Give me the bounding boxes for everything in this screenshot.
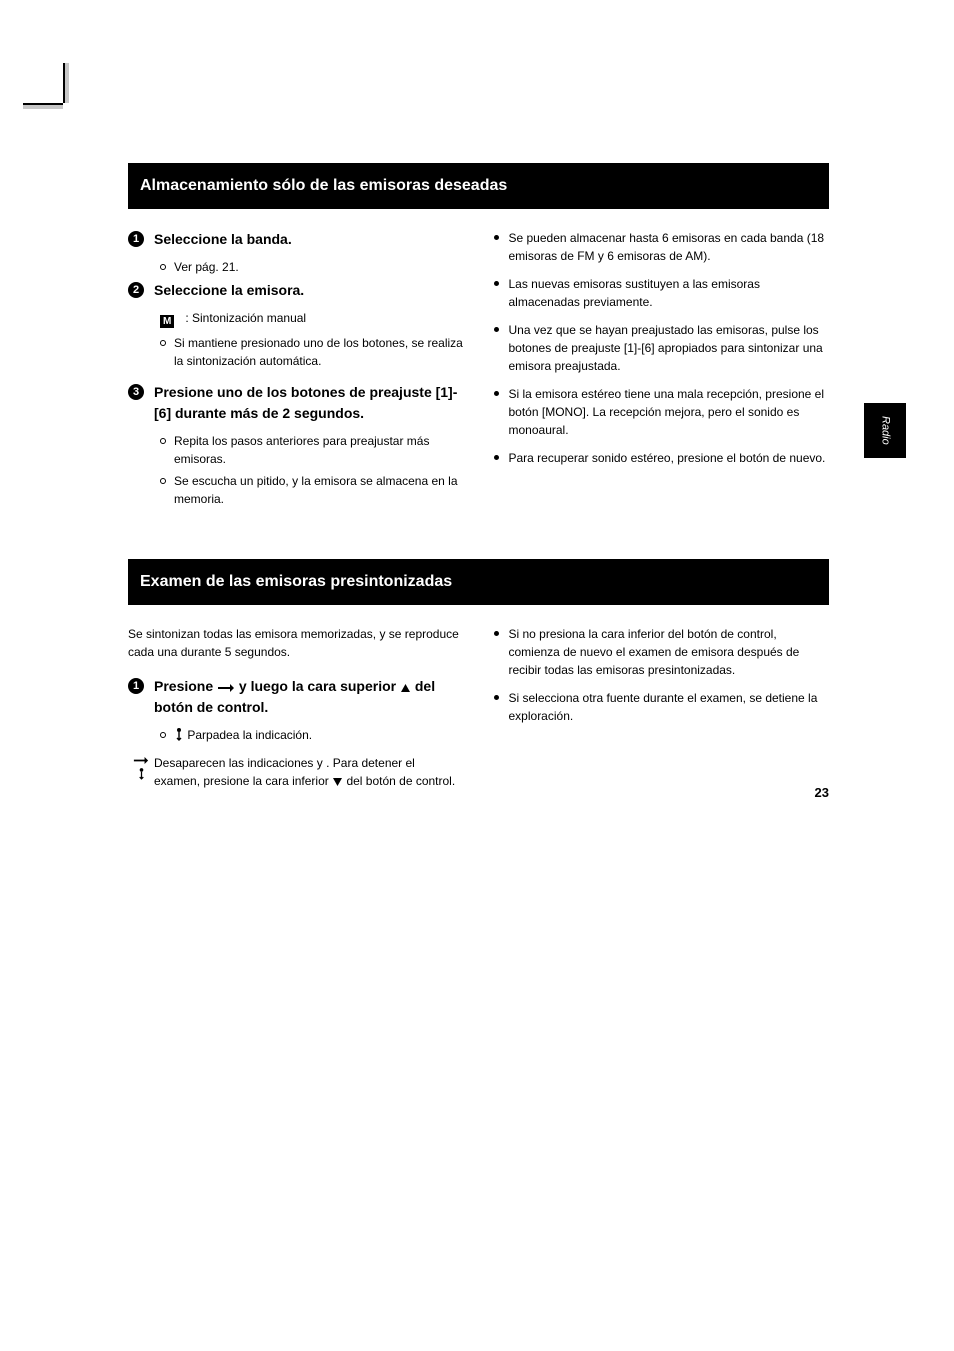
step-1-s2-followup: Desaparecen las indicaciones y . Para de…: [128, 754, 464, 790]
section-heading-2: Examen de las emisoras presintonizadas: [128, 559, 829, 605]
sub-item: Ver pág. 21.: [160, 258, 464, 276]
bullet-item: Para recuperar sonido estéreo, presione …: [494, 449, 830, 467]
bullet-dot-icon: [494, 695, 499, 700]
step-1-s2: 1 Presione y luego la cara superior del …: [128, 676, 464, 718]
m-badge-icon: M: [160, 315, 174, 328]
page-number: 23: [815, 783, 829, 803]
bullet-item: Si no presiona la cara inferior del botó…: [494, 625, 830, 679]
section1-left-col: 1 Seleccione la banda. Ver pág. 21. 2 Se…: [128, 229, 464, 512]
step-2: 2 Seleccione la emisora.: [128, 280, 464, 301]
step-text: Seleccione la emisora.: [154, 280, 464, 301]
bullet-dot-icon: [494, 281, 499, 286]
bullet-item: Si selecciona otra fuente durante el exa…: [494, 689, 830, 725]
scan-icon: [174, 727, 184, 741]
side-tab-label: Radio: [877, 416, 894, 445]
step-1-subs: Ver pág. 21.: [160, 258, 464, 276]
triangle-down-icon: [332, 777, 343, 787]
step-number-icon: 1: [128, 231, 144, 247]
hollow-bullet-icon: [160, 264, 166, 270]
section-heading-1: Almacenamiento sólo de las emisoras dese…: [128, 163, 829, 209]
hollow-bullet-icon: [160, 340, 166, 346]
arrow-right-icon: [217, 683, 235, 693]
side-tab-radio: Radio: [864, 403, 906, 458]
bullet-item: Las nuevas emisoras sustituyen a las emi…: [494, 275, 830, 311]
section1-columns: 1 Seleccione la banda. Ver pág. 21. 2 Se…: [128, 229, 829, 512]
bullet-item: Una vez que se hayan preajustado las emi…: [494, 321, 830, 375]
sub-item: Se escucha un pitido, y la emisora se al…: [160, 472, 464, 508]
step-text: Presione y luego la cara superior del bo…: [154, 676, 464, 718]
section1-right-col: Se pueden almacenar hasta 6 emisoras en …: [494, 229, 830, 512]
followup-text: Desaparecen las indicaciones y . Para de…: [154, 754, 464, 790]
sub-item: Parpadea la indicación.: [160, 726, 464, 744]
section2-intro: Se sintonizan todas las emisora memoriza…: [128, 625, 464, 661]
bullet-dot-icon: [494, 631, 499, 636]
bullet-item: Si la emisora estéreo tiene una mala rec…: [494, 385, 830, 439]
bullet-dot-icon: [494, 327, 499, 332]
step-text: Seleccione la banda.: [154, 229, 464, 250]
step-2-subs: M : Sintonización manual Si mantiene pre…: [160, 309, 464, 370]
bullet-item: Se pueden almacenar hasta 6 emisoras en …: [494, 229, 830, 265]
bullet-dot-icon: [494, 391, 499, 396]
arrow-right-icon: [133, 756, 149, 765]
bullet-dot-icon: [494, 235, 499, 240]
sub-item: M : Sintonización manual: [160, 309, 464, 330]
scan-icon: [137, 767, 146, 780]
sub-item: Repita los pasos anteriores para preajus…: [160, 432, 464, 468]
step-number-icon: 3: [128, 384, 144, 400]
step-number-icon: 2: [128, 282, 144, 298]
step-text: Presione uno de los botones de preajuste…: [154, 382, 464, 424]
step-number-icon: 1: [128, 678, 144, 694]
bullet-dot-icon: [494, 455, 499, 460]
section2-columns: Se sintonizan todas las emisora memoriza…: [128, 625, 829, 790]
hollow-bullet-icon: [160, 438, 166, 444]
page-content: Almacenamiento sólo de las emisoras dese…: [0, 0, 954, 790]
step-1: 1 Seleccione la banda.: [128, 229, 464, 250]
sub-item: Si mantiene presionado uno de los botone…: [160, 334, 464, 370]
section2-right-col: Si no presiona la cara inferior del botó…: [494, 625, 830, 790]
section2-left-col: Se sintonizan todas las emisora memoriza…: [128, 625, 464, 790]
step-3-subs: Repita los pasos anteriores para preajus…: [160, 432, 464, 508]
followup-icons: [128, 754, 154, 782]
step-1-s2-subs: Parpadea la indicación.: [160, 726, 464, 744]
triangle-up-icon: [400, 683, 411, 693]
step-3: 3 Presione uno de los botones de preajus…: [128, 382, 464, 424]
hollow-bullet-icon: [160, 732, 166, 738]
hollow-bullet-icon: [160, 478, 166, 484]
